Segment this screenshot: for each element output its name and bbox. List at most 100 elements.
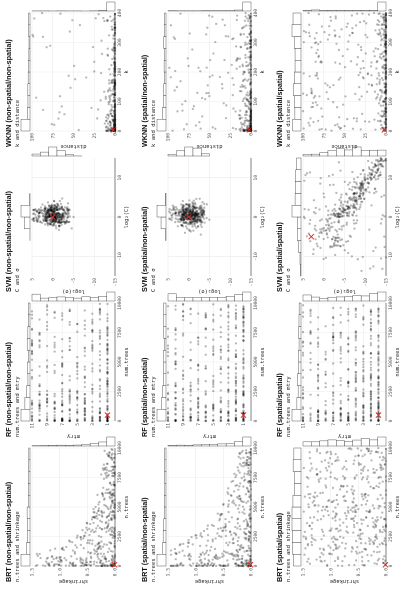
marginal-bar-y bbox=[302, 294, 312, 302]
scatter-point bbox=[106, 54, 110, 57]
scatter-point bbox=[91, 330, 94, 334]
scatter-point bbox=[383, 235, 386, 238]
scatter-point bbox=[234, 311, 238, 315]
y-tick-label: 1.5 bbox=[30, 568, 36, 577]
scatter-point bbox=[325, 505, 328, 508]
scatter-point bbox=[369, 313, 373, 316]
scatter-point bbox=[340, 193, 343, 196]
y-tick-label: 5 bbox=[346, 423, 352, 426]
scatter-point bbox=[212, 353, 215, 357]
scatter-point bbox=[61, 418, 64, 421]
scatter-point bbox=[380, 468, 383, 472]
scatter-point bbox=[356, 447, 359, 450]
marginal-bar-y bbox=[184, 146, 194, 157]
scatter-point bbox=[94, 544, 97, 547]
scatter-point bbox=[363, 179, 367, 182]
scatter-point bbox=[68, 397, 71, 400]
scatter-point bbox=[227, 325, 230, 328]
scatter-point bbox=[244, 116, 247, 120]
scatter-point bbox=[32, 209, 36, 212]
scatter-point bbox=[63, 220, 67, 224]
scatter-point bbox=[354, 504, 357, 507]
marginal-bar-y bbox=[167, 154, 177, 157]
scatter-point bbox=[236, 522, 239, 525]
scatter-point bbox=[340, 215, 343, 218]
scatter-point bbox=[234, 533, 238, 537]
scatter-point bbox=[94, 505, 97, 509]
scatter-point bbox=[362, 417, 365, 420]
marginal-bar-x bbox=[24, 216, 31, 229]
scatter-point bbox=[306, 560, 309, 563]
scatter-point bbox=[61, 373, 64, 377]
scatter-point bbox=[105, 515, 109, 518]
scatter-point bbox=[38, 344, 41, 347]
scatter-point bbox=[244, 111, 248, 114]
scatter-point bbox=[98, 412, 102, 415]
scatter-point bbox=[52, 204, 55, 207]
scatter-point bbox=[112, 499, 115, 502]
marginal-bar-y bbox=[176, 297, 185, 302]
scatter-point bbox=[103, 90, 106, 93]
panel-svm_s_ns: SVM (spatial/non-spatial) C and σ-10010-1… bbox=[140, 146, 266, 294]
scatter-point bbox=[230, 63, 233, 67]
scatter-point bbox=[375, 190, 378, 193]
scatter-point bbox=[109, 469, 113, 473]
scatter-point bbox=[247, 466, 250, 470]
scatter-point bbox=[112, 460, 116, 464]
scatter-point bbox=[82, 547, 85, 550]
scatter-point bbox=[41, 203, 44, 206]
scatter-point bbox=[327, 465, 331, 468]
scatter-point bbox=[347, 414, 350, 417]
scatter-point bbox=[181, 409, 185, 413]
scatter-point bbox=[83, 319, 86, 322]
scatter-point bbox=[346, 484, 349, 488]
scatter-point bbox=[344, 547, 347, 550]
scatter-point bbox=[68, 309, 71, 313]
scatter-point bbox=[46, 556, 50, 559]
scatter-point bbox=[38, 384, 41, 388]
scatter-point bbox=[174, 206, 178, 209]
scatter-point bbox=[369, 322, 373, 325]
scatter-point bbox=[350, 488, 353, 491]
scatter-point bbox=[200, 213, 203, 216]
scatter-point bbox=[99, 559, 102, 562]
scatter-point bbox=[98, 526, 102, 530]
scatter-point bbox=[45, 557, 49, 560]
scatter-point bbox=[375, 484, 378, 488]
scatter-point bbox=[107, 454, 110, 457]
scatter-point bbox=[238, 511, 241, 514]
scatter-point bbox=[352, 517, 355, 520]
scatter-point bbox=[57, 559, 60, 563]
scatter-point bbox=[32, 208, 35, 211]
scatter-point bbox=[87, 563, 91, 566]
scatter-point bbox=[57, 213, 61, 216]
scatter-point bbox=[366, 553, 369, 557]
y-tick-label: 7 bbox=[331, 423, 337, 426]
scatter-point bbox=[110, 496, 114, 499]
scatter-point bbox=[106, 371, 109, 374]
scatter-point bbox=[207, 553, 210, 557]
scatter-point bbox=[360, 550, 364, 553]
scatter-point bbox=[212, 404, 215, 408]
scatter-point bbox=[98, 394, 102, 397]
scatter-point bbox=[212, 313, 215, 317]
scatter-point bbox=[76, 369, 79, 373]
scatter-point bbox=[76, 408, 79, 411]
scatter-point bbox=[42, 214, 45, 217]
scatter-point bbox=[301, 330, 305, 334]
scatter-point bbox=[101, 555, 104, 558]
scatter-point bbox=[302, 535, 305, 538]
scatter-point bbox=[110, 465, 113, 468]
scatter-point bbox=[227, 337, 230, 341]
scatter-point bbox=[76, 403, 79, 407]
scatter-point bbox=[219, 307, 222, 311]
scatter-point bbox=[182, 542, 185, 546]
scatter-point bbox=[379, 257, 383, 260]
scatter-point bbox=[335, 459, 338, 462]
scatter-point bbox=[342, 521, 345, 524]
scatter-point bbox=[174, 347, 177, 350]
scatter-point bbox=[224, 517, 227, 521]
scatter-point bbox=[71, 19, 74, 22]
scatter-point bbox=[112, 465, 115, 469]
scatter-point bbox=[30, 310, 34, 313]
